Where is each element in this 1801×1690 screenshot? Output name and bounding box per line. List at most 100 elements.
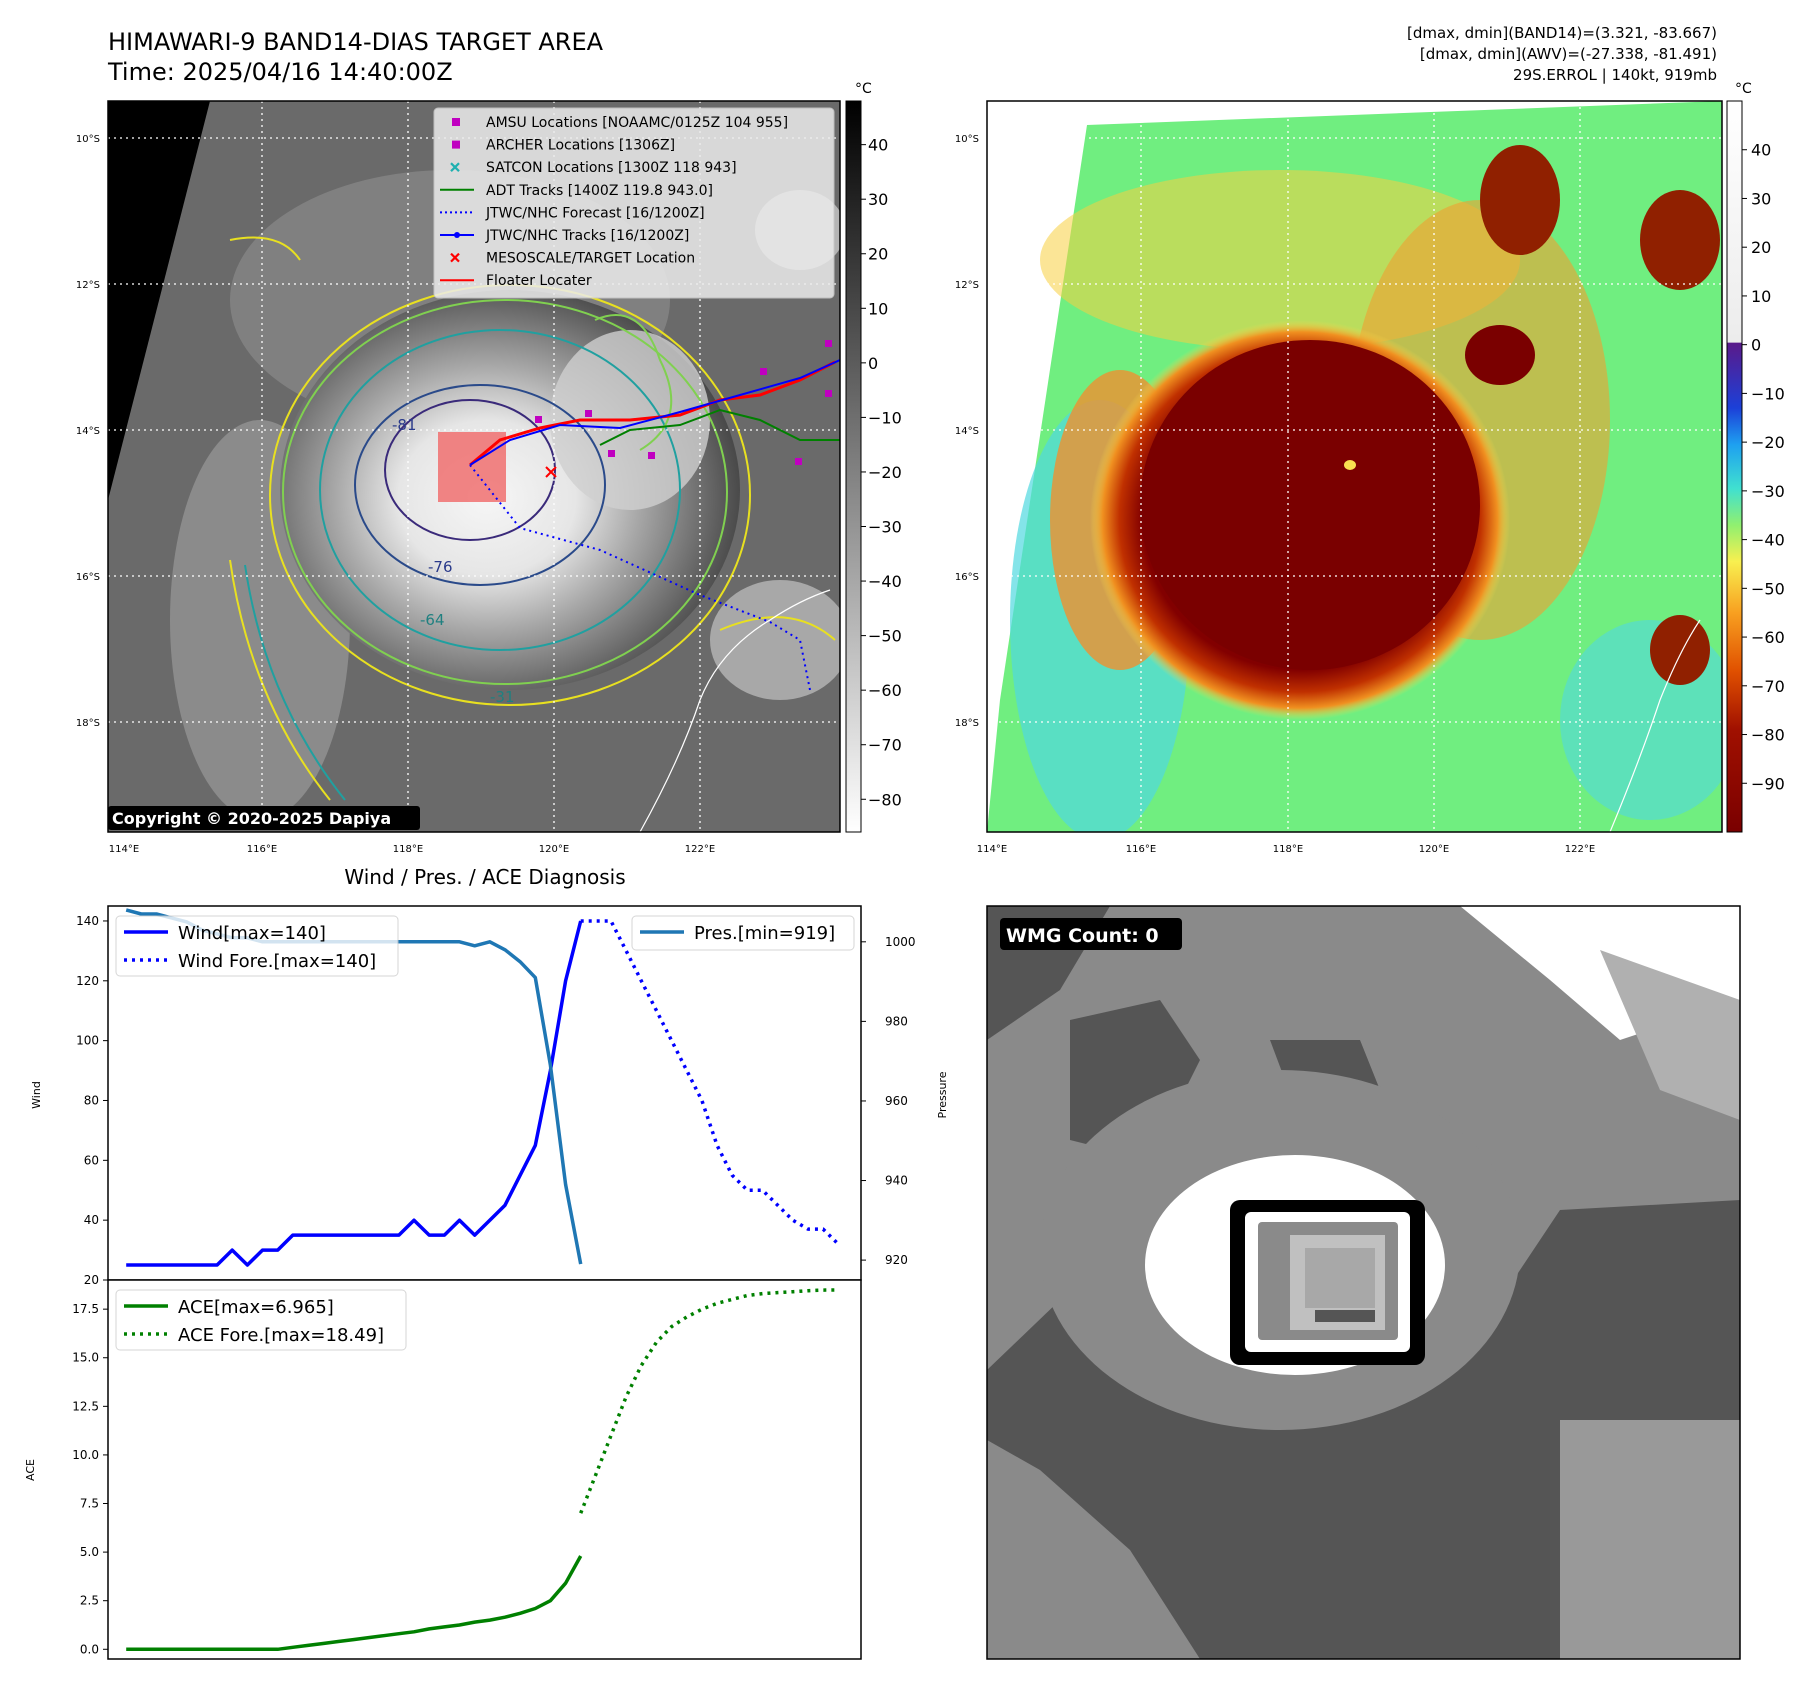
lat-label: 18°S bbox=[76, 718, 100, 729]
wmg-panel: WMG Count: 0 bbox=[986, 905, 1741, 1660]
pres-ytick-label: 960 bbox=[885, 1094, 908, 1108]
colorbar-tick-label: −10 bbox=[868, 408, 902, 427]
copyright-text: Copyright © 2020-2025 Dapiya bbox=[112, 809, 391, 828]
wmg-frame bbox=[986, 905, 1741, 1660]
legend-item-label: AMSU Locations [NOAAMC/0125Z 104 955] bbox=[486, 115, 788, 131]
lat-label: 16°S bbox=[955, 572, 979, 583]
lat-label: 10°S bbox=[955, 134, 979, 145]
colorbar-tick-label: −60 bbox=[868, 681, 902, 700]
ir-map-panel: -81 -76 -64 -31 Copyright © 2020-2025 Da… bbox=[76, 100, 841, 855]
wind-ytick-label: 60 bbox=[84, 1153, 99, 1167]
colorbar-tick-label: 20 bbox=[1751, 238, 1771, 257]
colorbar-tick-label: −20 bbox=[1751, 433, 1785, 452]
ace-ytick-label: 15.0 bbox=[72, 1351, 99, 1365]
colorbar-tick-label: −50 bbox=[1751, 579, 1785, 598]
lon-label: 114°E bbox=[977, 844, 1007, 855]
colorbar-tick-label: −70 bbox=[1751, 677, 1785, 696]
legend-item-label: ARCHER Locations [1306Z] bbox=[486, 138, 675, 154]
pres-ytick-label: 1000 bbox=[885, 935, 916, 949]
colorbar-tick-label: −50 bbox=[868, 627, 902, 646]
legend-item-label: JTWC/NHC Tracks [16/1200Z] bbox=[485, 228, 689, 244]
legend-item-label: Floater Locater bbox=[486, 273, 592, 289]
colorbar-tick-label: −80 bbox=[868, 790, 902, 809]
color-map-frame bbox=[986, 100, 1723, 833]
lat-label: 14°S bbox=[76, 426, 100, 437]
diagnosis-title: Wind / Pres. / ACE Diagnosis bbox=[344, 865, 625, 889]
figure-title: HIMAWARI-9 BAND14-DIAS TARGET AREA bbox=[108, 28, 604, 56]
lon-label: 114°E bbox=[109, 844, 139, 855]
legend-item-label: JTWC/NHC Forecast [16/1200Z] bbox=[485, 205, 705, 221]
pres-ytick-label: 920 bbox=[885, 1253, 908, 1267]
color-map-panel: 10°S 12°S 14°S 16°S 18°S 114°E 116°E 118°E 120°… bbox=[955, 100, 1723, 855]
contour-label-81: -81 bbox=[392, 416, 417, 434]
pressure-ylabel: Pressure bbox=[936, 1071, 949, 1118]
wind-ytick-label: 140 bbox=[76, 914, 99, 928]
lat-label: 10°S bbox=[76, 134, 100, 145]
colorbar-tick-label: 10 bbox=[868, 299, 888, 318]
wmg-label-box bbox=[1000, 918, 1182, 950]
colorbar-tick-label: 30 bbox=[868, 190, 888, 209]
colorbar-tick-label: −30 bbox=[1751, 482, 1785, 501]
colorbar-tick-label: 30 bbox=[1751, 189, 1771, 208]
legend-dot bbox=[454, 232, 460, 238]
copyright-box bbox=[108, 806, 420, 830]
lon-label: 120°E bbox=[1419, 844, 1449, 855]
figure-time: Time: 2025/04/16 14:40:00Z bbox=[107, 58, 453, 86]
legend-ace: ACE[max=6.965] bbox=[178, 1297, 334, 1318]
pres-legend: Pres.[min=919] bbox=[631, 915, 855, 951]
wmg-count-label: WMG Count: 0 bbox=[1006, 925, 1159, 947]
colorbar-tick-label: −10 bbox=[1751, 384, 1785, 403]
wind-ytick-label: 40 bbox=[84, 1213, 99, 1227]
legend-item-label: ADT Tracks [1400Z 119.8 943.0] bbox=[486, 183, 713, 199]
colorbar-tick-label: 10 bbox=[1751, 287, 1771, 306]
pres-ytick-label: 980 bbox=[885, 1014, 908, 1028]
wind-ylabel: Wind bbox=[30, 1081, 43, 1109]
lon-label: 116°E bbox=[1126, 844, 1156, 855]
colorbar-tick-label: −70 bbox=[868, 736, 902, 755]
info-storm: 29S.ERROL | 140kt, 919mb bbox=[1513, 66, 1717, 84]
ace-ytick-label: 0.0 bbox=[80, 1642, 99, 1656]
legend-wind: Wind[max=140] bbox=[178, 923, 326, 944]
colorbar-tick-label: −20 bbox=[868, 463, 902, 482]
wind-legend: Wind[max=140] Wind Fore.[max=140] bbox=[115, 915, 399, 977]
colorbar-tick-label: 0 bbox=[868, 354, 878, 373]
colorbar-tick-label: −30 bbox=[868, 518, 902, 537]
ace-ytick-label: 12.5 bbox=[72, 1399, 99, 1413]
lon-label: 122°E bbox=[1565, 844, 1595, 855]
legend-marker bbox=[452, 140, 460, 149]
lat-label: 12°S bbox=[955, 280, 979, 291]
gray-colorbar-unit: °C bbox=[855, 81, 872, 97]
info-awv: [dmax, dmin](AWV)=(-27.338, -81.491) bbox=[1420, 45, 1717, 63]
ir-contours bbox=[229, 236, 836, 801]
color-colorbar-unit: °C bbox=[1735, 81, 1752, 97]
ace-ytick-label: 2.5 bbox=[80, 1594, 99, 1608]
lat-label: 16°S bbox=[76, 572, 100, 583]
floater-track bbox=[469, 360, 836, 467]
contour-label-64: -64 bbox=[420, 611, 445, 629]
ace-ytick-label: 5.0 bbox=[80, 1545, 99, 1559]
wind-ytick-label: 80 bbox=[84, 1093, 99, 1107]
colorbar-tick-label: −90 bbox=[1751, 774, 1785, 793]
ace-ylabel: ACE bbox=[24, 1459, 37, 1481]
wind-ytick-label: 100 bbox=[76, 1034, 99, 1048]
ace-ytick-label: 17.5 bbox=[72, 1302, 99, 1316]
lat-label: 12°S bbox=[76, 280, 100, 291]
wind-ytick-label: 120 bbox=[76, 974, 99, 988]
colorbar-tick-label: −60 bbox=[1751, 628, 1785, 647]
info-band14: [dmax, dmin](BAND14)=(3.321, -83.667) bbox=[1407, 24, 1717, 42]
colorbar-tick-label: −40 bbox=[868, 572, 902, 591]
lon-label: 118°E bbox=[393, 844, 423, 855]
adt-track bbox=[599, 408, 840, 446]
wind-ytick-label: 20 bbox=[84, 1273, 99, 1287]
wind-chart: 20 40 60 80 100 120 140 920 940 960 980 1000 Wind … bbox=[30, 905, 949, 1287]
legend-wind-fore: Wind Fore.[max=140] bbox=[178, 951, 376, 972]
ace-legend: ACE[max=6.965] ACE Fore.[max=18.49] bbox=[115, 1289, 407, 1351]
series-wind-fore bbox=[580, 919, 840, 1246]
colorbar-tick-label: 40 bbox=[1751, 141, 1771, 160]
coastline bbox=[639, 589, 831, 832]
ir-map-frame bbox=[107, 100, 841, 833]
colorbar-tick-label: 40 bbox=[868, 136, 888, 155]
colorbar-tick-label: −80 bbox=[1751, 726, 1785, 745]
legend-marker bbox=[452, 118, 460, 126]
